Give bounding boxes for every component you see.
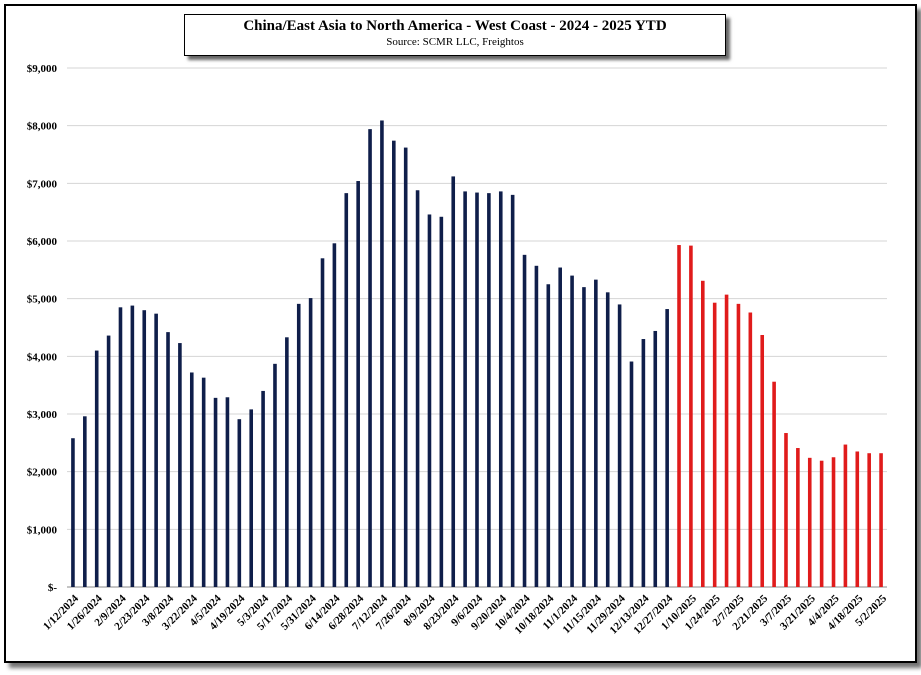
bar-2024 (582, 287, 586, 587)
bar-2024 (106, 335, 111, 587)
bar-2025 (712, 302, 717, 587)
bar-2024 (71, 438, 75, 587)
bar-2025 (736, 303, 741, 587)
bar-2024 (201, 377, 206, 587)
bar-2025 (784, 433, 788, 587)
bar-2024 (451, 176, 456, 587)
bar-2025 (855, 451, 860, 587)
bar-2024 (332, 243, 337, 587)
y-tick-label: $8,000 (27, 121, 58, 133)
bar-2024 (605, 292, 610, 587)
bar-2024 (368, 129, 372, 588)
bar-2024 (178, 343, 182, 587)
y-tick-label: $5,000 (27, 294, 58, 306)
bar-2025 (724, 294, 729, 587)
bar-2025 (819, 460, 824, 587)
bar-2024 (558, 267, 562, 587)
bar-2024 (546, 284, 551, 587)
bar-2024 (415, 190, 420, 587)
bar-2024 (487, 193, 491, 588)
y-tick-label: $4,000 (27, 351, 58, 363)
bar-2024 (570, 275, 574, 587)
bar-2024 (213, 397, 218, 587)
bar-2025 (677, 245, 681, 587)
bar-2025 (772, 381, 776, 587)
chart-title: China/East Asia to North America - West … (243, 18, 667, 34)
bar-2024 (118, 307, 123, 587)
bar-2024 (225, 397, 230, 587)
y-tick-label: $1,000 (27, 524, 58, 536)
bar-2024 (380, 120, 384, 587)
bar-2024 (189, 372, 194, 587)
bar-2024 (594, 279, 598, 587)
bar-2024 (463, 191, 467, 587)
chart-subtitle: Source: SCMR LLC, Freightos (386, 36, 524, 48)
bar-2024 (392, 140, 396, 587)
bar-2024 (273, 363, 277, 587)
bar-2025 (796, 448, 800, 587)
x-axis: 1/12/20241/26/20242/9/20242/23/20243/8/2… (41, 592, 890, 636)
y-tick-label: $2,000 (27, 467, 58, 479)
chart-title-box: China/East Asia to North America - West … (184, 14, 726, 56)
bar-2025 (700, 280, 705, 587)
bar-2024 (296, 303, 301, 587)
bar-2024 (154, 313, 158, 587)
y-tick-label: $9,000 (27, 63, 58, 75)
bar-2024 (237, 419, 242, 587)
bar-2025 (831, 457, 836, 587)
bar-2024 (665, 309, 669, 587)
y-tick-label: $- (48, 582, 58, 594)
bar-2025 (807, 457, 812, 587)
bar-2024 (285, 337, 289, 587)
bar-2025 (689, 245, 693, 587)
bar-2024 (439, 216, 444, 587)
bar-2024 (522, 254, 527, 587)
bar-2024 (510, 194, 515, 587)
bar-2024 (308, 298, 313, 587)
bar-2024 (130, 305, 135, 587)
bars (71, 120, 883, 588)
bar-2025 (748, 312, 753, 587)
bar-2024 (641, 339, 646, 587)
bar-2024 (356, 181, 360, 587)
bar-2025 (867, 453, 871, 587)
bar-2024 (629, 361, 634, 587)
bar-2024 (320, 258, 325, 587)
bar-2025 (879, 453, 883, 587)
bar-2024 (475, 192, 479, 587)
bar-2024 (498, 191, 503, 587)
bar-2024 (427, 214, 432, 587)
bar-2024 (249, 409, 254, 587)
y-tick-label: $7,000 (27, 178, 58, 190)
bar-2025 (760, 334, 765, 587)
bar-2025 (843, 444, 848, 587)
bar-2024 (83, 416, 87, 587)
bar-2024 (617, 304, 622, 587)
bar-2024 (166, 332, 170, 587)
bar-2024 (94, 350, 99, 587)
bar-2024 (534, 265, 539, 587)
bar-2024 (142, 310, 147, 587)
bar-2024 (344, 193, 349, 588)
y-tick-label: $6,000 (27, 236, 58, 248)
bar-2024 (261, 390, 265, 587)
bar-2024 (653, 330, 658, 587)
bar-2024 (403, 147, 408, 587)
y-axis: $- $1,000 $2,000 $3,000 $4,000 $5,000 $6,000 $7… (27, 63, 58, 594)
y-tick-label: $3,000 (27, 409, 58, 421)
